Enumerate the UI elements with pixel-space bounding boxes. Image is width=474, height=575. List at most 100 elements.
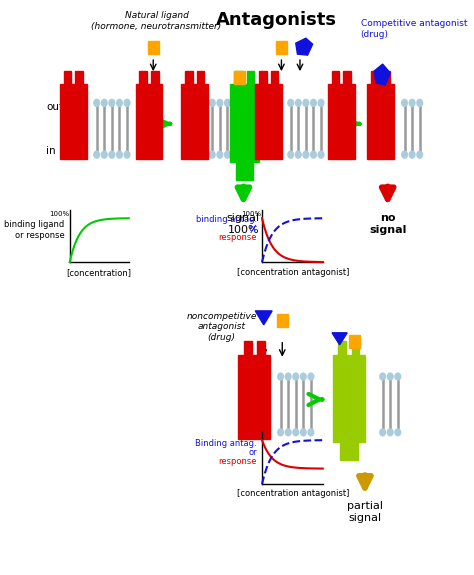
Bar <box>255 84 282 159</box>
Text: or: or <box>248 224 257 233</box>
Circle shape <box>318 99 325 107</box>
Circle shape <box>277 428 284 436</box>
Circle shape <box>409 99 416 107</box>
Circle shape <box>394 373 401 381</box>
Text: partial
signal: partial signal <box>347 501 383 523</box>
Circle shape <box>295 99 302 107</box>
Bar <box>151 71 159 84</box>
Circle shape <box>302 151 310 159</box>
Bar <box>185 71 192 84</box>
Bar <box>136 84 163 159</box>
Circle shape <box>394 428 401 436</box>
Bar <box>235 71 242 84</box>
Text: binding ligand
or response: binding ligand or response <box>4 220 64 240</box>
Bar <box>271 71 278 84</box>
Bar <box>382 71 390 84</box>
Bar <box>259 71 267 84</box>
Circle shape <box>216 99 223 107</box>
Circle shape <box>101 99 108 107</box>
Bar <box>244 341 252 355</box>
Text: Competitive antagonist
(drug): Competitive antagonist (drug) <box>361 20 467 39</box>
Polygon shape <box>296 38 313 55</box>
Bar <box>238 355 271 439</box>
Bar <box>139 71 147 84</box>
Circle shape <box>416 151 423 159</box>
Circle shape <box>308 373 314 381</box>
Circle shape <box>224 151 231 159</box>
Text: response: response <box>219 457 257 466</box>
Bar <box>75 71 82 84</box>
Circle shape <box>216 151 223 159</box>
Bar <box>197 71 204 84</box>
Circle shape <box>201 99 208 107</box>
Bar <box>234 71 245 84</box>
Text: 100%: 100% <box>241 212 261 217</box>
Bar <box>343 71 351 84</box>
Text: Antagonists: Antagonists <box>216 12 337 29</box>
Text: in: in <box>46 145 56 156</box>
Circle shape <box>116 151 123 159</box>
Bar <box>352 341 359 355</box>
Bar <box>236 162 253 179</box>
Circle shape <box>387 373 394 381</box>
Circle shape <box>295 151 302 159</box>
Text: [concentration antagonist]: [concentration antagonist] <box>237 489 349 498</box>
Polygon shape <box>374 64 390 85</box>
Circle shape <box>302 99 310 107</box>
Circle shape <box>308 428 314 436</box>
Bar <box>246 71 254 84</box>
Circle shape <box>292 373 299 381</box>
Circle shape <box>201 151 208 159</box>
Circle shape <box>93 99 100 107</box>
Text: out: out <box>46 102 63 112</box>
Circle shape <box>292 428 299 436</box>
Circle shape <box>379 428 386 436</box>
Bar <box>276 41 287 54</box>
Text: or: or <box>248 448 257 457</box>
Circle shape <box>209 151 216 159</box>
Circle shape <box>231 99 238 107</box>
Circle shape <box>409 151 416 159</box>
Circle shape <box>284 373 292 381</box>
Bar <box>60 84 87 159</box>
Circle shape <box>287 151 294 159</box>
Bar <box>148 41 159 54</box>
Bar <box>332 71 339 84</box>
Circle shape <box>116 99 123 107</box>
Circle shape <box>231 151 238 159</box>
Circle shape <box>318 151 325 159</box>
Text: no
signal: no signal <box>369 213 406 235</box>
Bar <box>277 314 288 327</box>
Bar <box>328 84 355 159</box>
Circle shape <box>109 99 116 107</box>
Bar <box>333 355 365 442</box>
Bar <box>181 84 208 159</box>
Polygon shape <box>332 333 347 345</box>
Bar <box>366 84 393 159</box>
Polygon shape <box>255 311 272 325</box>
Circle shape <box>416 99 423 107</box>
Text: response: response <box>219 233 257 242</box>
Circle shape <box>277 373 284 381</box>
Circle shape <box>124 151 131 159</box>
Bar <box>349 335 360 348</box>
Bar <box>64 71 71 84</box>
Circle shape <box>401 99 408 107</box>
Bar <box>339 442 358 460</box>
Bar <box>338 341 346 355</box>
Circle shape <box>109 151 116 159</box>
Circle shape <box>284 428 292 436</box>
Circle shape <box>300 428 307 436</box>
Circle shape <box>379 373 386 381</box>
Circle shape <box>124 99 131 107</box>
Text: signal
100%: signal 100% <box>227 213 260 235</box>
Bar <box>371 71 378 84</box>
Circle shape <box>287 99 294 107</box>
Circle shape <box>101 151 108 159</box>
Circle shape <box>310 151 317 159</box>
Text: noncompetitive
antagonist
(drug): noncompetitive antagonist (drug) <box>186 312 257 342</box>
Text: [concentration]: [concentration] <box>67 268 132 277</box>
Circle shape <box>401 151 408 159</box>
Circle shape <box>209 99 216 107</box>
Circle shape <box>310 99 317 107</box>
